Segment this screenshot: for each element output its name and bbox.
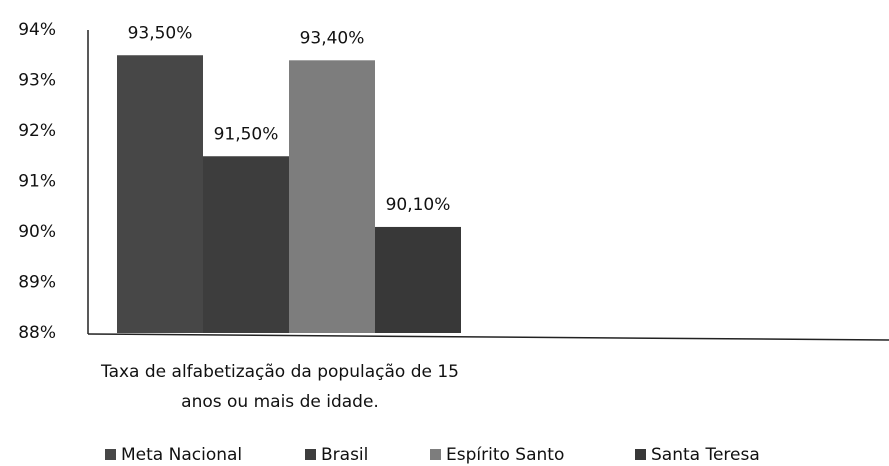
legend-label: Santa Teresa [651,445,760,465]
value-label: 90,10% [386,195,451,215]
value-label: 93,50% [128,23,193,43]
bar [289,60,375,334]
bar [375,226,461,333]
y-tick-label: 88% [18,323,56,343]
legend-swatch [430,449,441,460]
value-label: 93,40% [300,28,365,48]
y-tick-label: 89% [18,273,56,293]
y-tick-label: 90% [18,222,56,242]
legend-label: Brasil [321,445,368,465]
category-label: Taxa de alfabetização da população de 15… [101,362,459,412]
x-axis [87,333,889,341]
legend-swatch [105,449,116,460]
legend-swatch [635,449,646,460]
legend-label: Meta Nacional [121,445,242,465]
y-tick-label: 93% [18,71,56,91]
y-tick-label: 94% [18,20,56,40]
bar [117,55,203,333]
legend-swatch [305,449,316,460]
y-tick-label: 91% [18,172,56,192]
bar [203,156,289,333]
y-tick-label: 92% [18,121,56,141]
value-label: 91,50% [214,124,279,144]
legend-label: Espírito Santo [446,445,564,465]
